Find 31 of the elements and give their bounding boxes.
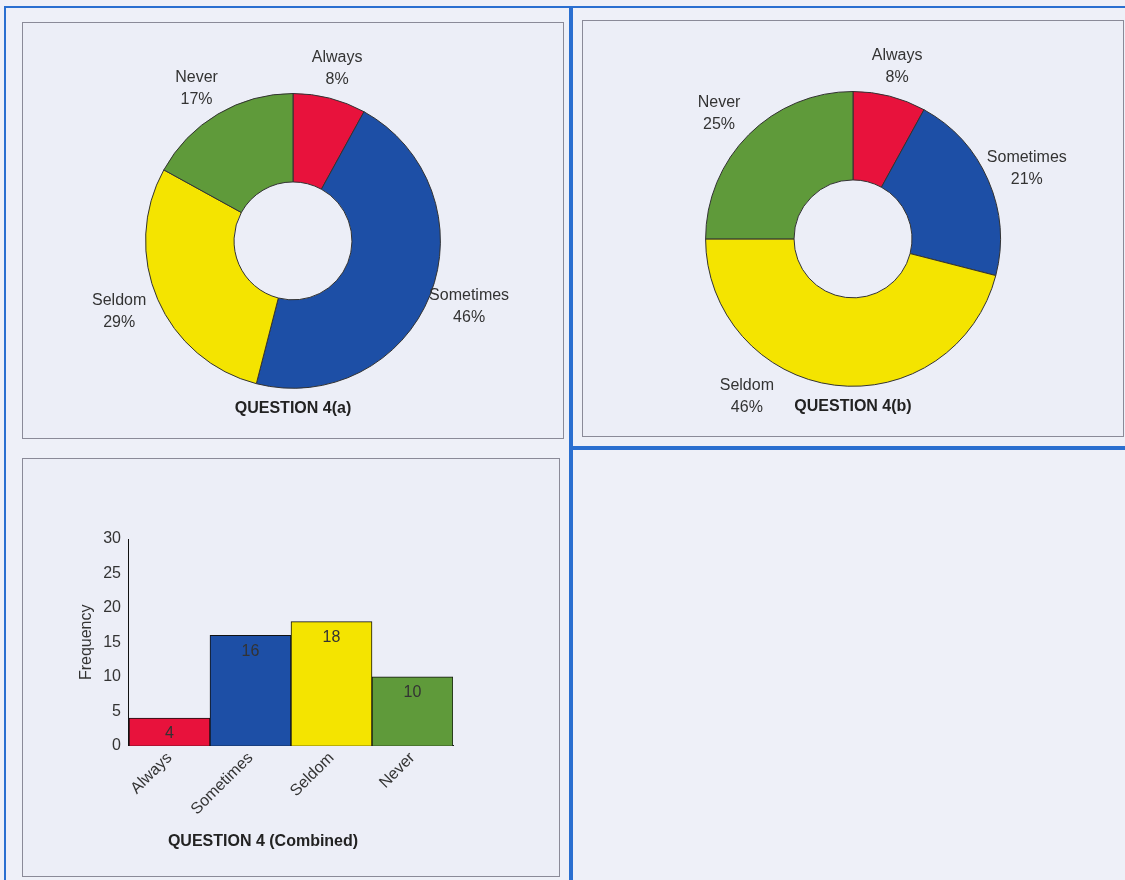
slice-label: Never	[697, 92, 742, 110]
slice-label: Sometimes	[986, 147, 1067, 165]
slice-label: Sometimes	[429, 285, 510, 303]
slice-label: Never	[175, 67, 219, 85]
data-label: 18	[322, 628, 341, 646]
data-label: 46%	[453, 307, 486, 325]
slice-label: Seldom	[719, 375, 774, 393]
y-tick-label: 20	[103, 598, 122, 616]
data-label: 21%	[1010, 169, 1043, 187]
y-axis-title: Frequency	[77, 604, 95, 681]
data-label: 46%	[730, 397, 763, 415]
y-tick-label: 0	[112, 736, 122, 754]
data-label: 29%	[103, 312, 136, 330]
y-tick-label: 10	[103, 667, 122, 685]
slice-label: Always	[311, 48, 363, 66]
text: QUESTION 4(b)	[794, 396, 912, 414]
data-label: 8%	[325, 70, 349, 88]
slice-label: Always	[871, 46, 923, 64]
y-tick-label: 30	[103, 529, 122, 547]
data-label: 4	[165, 724, 175, 742]
data-label: 10	[403, 683, 422, 701]
data-label: 17%	[180, 89, 213, 107]
y-tick-label: 25	[103, 563, 122, 581]
data-label: 25%	[703, 114, 736, 132]
y-tick-label: 15	[103, 632, 122, 650]
text: QUESTION 4(a)	[234, 398, 352, 416]
text: QUESTION 4 (Combined)	[167, 831, 359, 849]
y-tick-label: 5	[112, 701, 122, 719]
data-label: 8%	[885, 68, 909, 86]
data-label: 16	[241, 641, 260, 659]
slice-label: Seldom	[92, 290, 147, 308]
